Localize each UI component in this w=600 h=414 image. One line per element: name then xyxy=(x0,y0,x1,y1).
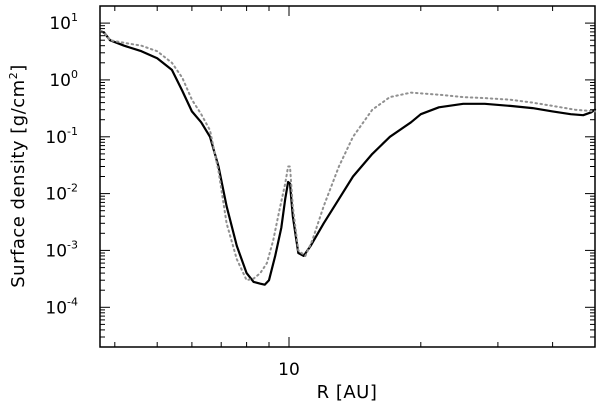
y-tick-label-exponent: -1 xyxy=(67,125,78,138)
y-tick-label-exponent: -2 xyxy=(67,182,78,195)
y-axis-label: Surface density [g/cm2] xyxy=(7,64,29,288)
y-tick-label-exponent: 1 xyxy=(71,11,78,24)
y-tick-label: 100 xyxy=(49,68,78,91)
y-tick-label-base: 10 xyxy=(45,128,67,148)
x-tick-label: 10 xyxy=(278,360,300,380)
y-tick-label: 10-1 xyxy=(45,125,78,148)
tick-layer xyxy=(100,5,596,348)
y-tick-label-exponent: -3 xyxy=(67,238,78,251)
y-axis-label-end: ] xyxy=(8,64,29,72)
y-tick-label: 10-3 xyxy=(45,238,78,261)
y-tick-label-base: 10 xyxy=(45,298,67,318)
y-axis-label-sup: 2 xyxy=(7,72,20,80)
y-tick-label-base: 10 xyxy=(49,71,71,91)
y-tick-label: 10-4 xyxy=(45,295,78,318)
y-tick-label-base: 10 xyxy=(45,241,67,261)
y-tick-label-exponent: 0 xyxy=(71,68,78,81)
y-tick-label-exponent: -4 xyxy=(67,295,78,308)
y-axis-label-main: Surface density [g/cm xyxy=(8,79,29,287)
x-axis-label: R [AU] xyxy=(317,382,378,403)
y-tick-label-base: 10 xyxy=(45,185,67,205)
plot-frame xyxy=(99,5,596,348)
series-layer xyxy=(99,30,597,286)
series-line-2-dotted xyxy=(100,30,596,282)
y-tick-label-base: 10 xyxy=(49,14,71,34)
series-line-1-solid xyxy=(99,30,597,286)
y-tick-label: 101 xyxy=(49,11,78,34)
y-tick-label: 10-2 xyxy=(45,182,78,205)
